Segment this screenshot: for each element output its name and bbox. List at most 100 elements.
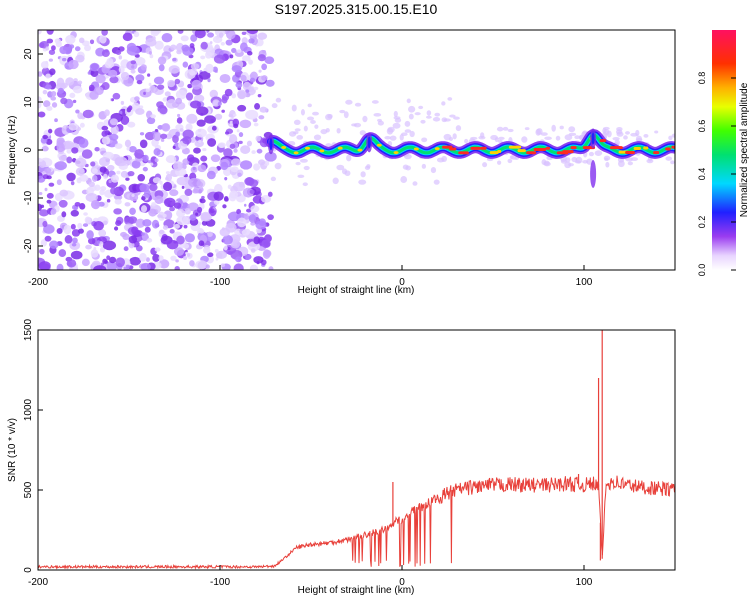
noise-blob	[176, 235, 185, 245]
noise-blob	[135, 108, 145, 115]
noise-blob	[252, 195, 263, 204]
noise-blob	[129, 256, 141, 266]
colorbar-gradient	[712, 30, 736, 270]
noise-blob	[141, 196, 146, 201]
noise-blob	[214, 113, 223, 120]
noise-blob	[146, 238, 153, 243]
scatter-blob	[606, 130, 612, 138]
noise-blob	[130, 69, 136, 74]
scatter-blob	[543, 160, 550, 166]
band-peak	[533, 147, 547, 151]
scatter-blob	[623, 135, 628, 140]
y-tick-label: 500	[23, 481, 34, 498]
noise-blob	[41, 145, 49, 152]
noise-blob	[253, 163, 261, 171]
noise-blob	[204, 115, 216, 124]
noise-blob	[152, 177, 161, 184]
noise-blob	[257, 32, 268, 40]
scatter-blob	[568, 126, 576, 133]
noise-blob	[246, 140, 253, 147]
snr-panel: -200 -100 0 100 0 500 1000 1500 Height of stra…	[7, 318, 676, 596]
noise-blob	[89, 62, 100, 72]
noise-blob	[85, 192, 98, 202]
noise-blob	[242, 81, 252, 91]
noise-blob	[143, 91, 146, 96]
scatter-blob	[400, 176, 408, 183]
noise-blob	[88, 181, 95, 187]
scatter-blob	[421, 163, 427, 169]
noise-blob	[136, 80, 143, 85]
noise-blob	[74, 157, 87, 168]
noise-blob	[241, 31, 247, 36]
scatter-blob	[507, 128, 514, 133]
noise-blob	[122, 233, 130, 241]
scatter-blob	[497, 139, 503, 144]
noise-blob	[49, 68, 56, 76]
noise-blob	[236, 129, 240, 133]
noise-blob	[206, 170, 216, 180]
band-disturbance	[269, 138, 273, 151]
noise-blob	[50, 208, 57, 215]
noise-blob	[223, 245, 228, 251]
noise-blob	[213, 191, 224, 201]
noise-blob	[109, 118, 118, 126]
noise-blob	[153, 148, 161, 156]
noise-blob	[72, 237, 78, 244]
scatter-blob	[362, 115, 368, 123]
noise-blob	[158, 64, 165, 72]
noise-blob	[114, 156, 128, 167]
noise-blob	[90, 161, 96, 167]
scatter-blob	[594, 150, 603, 156]
noise-blob	[114, 198, 122, 205]
noise-blob	[197, 164, 207, 173]
scatter-blob	[406, 98, 411, 104]
noise-blob	[232, 242, 238, 247]
noise-blob	[219, 227, 230, 237]
noise-blob	[183, 224, 188, 229]
noise-blob	[176, 117, 183, 124]
noise-blob	[195, 260, 208, 270]
noise-blob	[239, 119, 252, 129]
scatter-blob	[297, 174, 305, 179]
noise-blob	[174, 223, 180, 229]
band-peak	[526, 151, 537, 155]
band-peak	[376, 143, 382, 147]
scatter-blob	[412, 181, 418, 186]
noise-blob	[160, 133, 168, 140]
scatter-blob	[568, 163, 574, 167]
noise-blob	[264, 151, 277, 162]
noise-blob	[156, 101, 164, 108]
noise-blob	[261, 63, 268, 71]
scatter-blob	[625, 157, 634, 162]
noise-blob	[245, 254, 251, 261]
scatter-blob	[464, 138, 469, 144]
noise-blob	[151, 219, 160, 229]
noise-blob	[58, 155, 68, 162]
noise-blob	[38, 101, 42, 109]
noise-blob	[88, 84, 95, 91]
noise-blob	[48, 49, 56, 55]
noise-blob	[148, 208, 157, 217]
noise-blob	[150, 162, 154, 166]
noise-blob	[251, 150, 256, 155]
colorbar-tick-label: 0.8	[697, 72, 707, 85]
noise-blob	[140, 262, 151, 270]
noise-blob	[237, 89, 247, 100]
noise-blob	[255, 220, 267, 230]
noise-blob	[54, 161, 67, 171]
noise-blob	[56, 142, 65, 153]
noise-blob	[249, 77, 256, 83]
scatter-blob	[332, 177, 339, 185]
noise-blob	[124, 216, 135, 226]
chart-title: S197.2025.315.00.15.E10	[275, 1, 438, 17]
scatter-blob	[433, 179, 440, 185]
noise-blob	[127, 170, 135, 177]
noise-blob	[164, 91, 171, 97]
noise-blob	[151, 202, 157, 207]
noise-blob	[65, 77, 75, 86]
noise-blob	[83, 212, 88, 216]
noise-blob	[260, 194, 272, 203]
noise-blob	[54, 38, 61, 44]
noise-blob	[58, 199, 68, 208]
noise-blob	[221, 109, 225, 113]
